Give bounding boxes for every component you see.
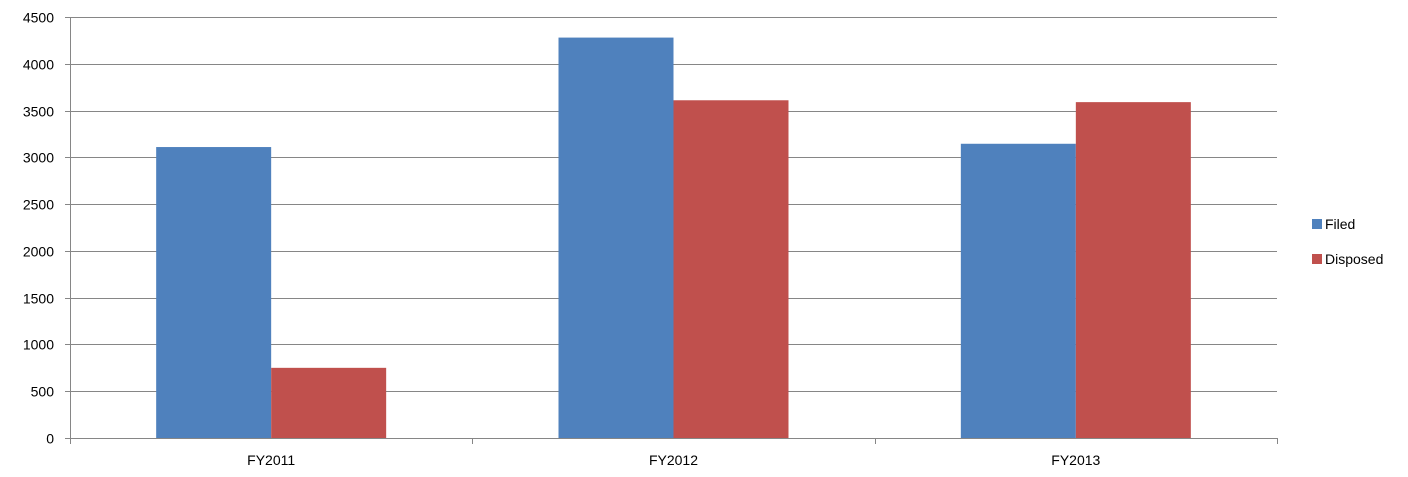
y-tick-label: 500 xyxy=(31,384,55,400)
bar-disposed-fy2011 xyxy=(271,367,387,438)
legend-swatch-disposed xyxy=(1312,254,1322,264)
x-category-label: FY2012 xyxy=(649,452,698,468)
y-tick-label: 1000 xyxy=(23,337,54,353)
legend: Filed Disposed xyxy=(1312,216,1383,267)
y-tick-label: 0 xyxy=(46,431,54,447)
bar-disposed-fy2013 xyxy=(1075,102,1191,438)
y-tick-label: 4500 xyxy=(23,10,54,26)
x-category-labels: FY2011 FY2012 FY2013 xyxy=(247,452,1100,468)
y-tick-label: 4000 xyxy=(23,57,54,73)
bar-filed-fy2011 xyxy=(156,147,272,438)
y-tick-label: 2000 xyxy=(23,244,54,260)
bar-disposed-fy2012 xyxy=(673,100,789,439)
legend-label-filed: Filed xyxy=(1325,216,1355,232)
legend-label-disposed: Disposed xyxy=(1325,251,1383,267)
y-tick-labels: 0 500 1000 1500 2000 2500 3000 3500 4000 4500 xyxy=(23,10,54,447)
x-category-label: FY2013 xyxy=(1051,452,1100,468)
y-tick-label: 3500 xyxy=(23,104,54,120)
legend-swatch-filed xyxy=(1312,219,1322,229)
axes xyxy=(65,17,1278,444)
bar-filed-fy2013 xyxy=(960,143,1076,439)
bar-filed-fy2012 xyxy=(558,37,674,439)
bars xyxy=(156,37,1191,439)
y-tick-label: 1500 xyxy=(23,291,54,307)
y-tick-label: 3000 xyxy=(23,150,54,166)
y-tick-label: 2500 xyxy=(23,197,54,213)
x-category-label: FY2011 xyxy=(247,452,295,468)
